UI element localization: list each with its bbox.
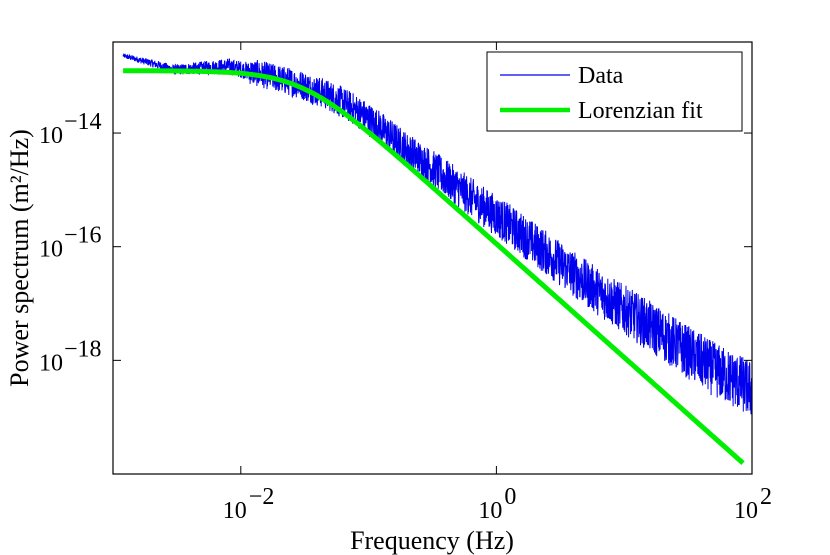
x-tick-label: 10 xyxy=(734,498,758,524)
x-tick-label-exponent: 0 xyxy=(504,484,516,510)
y-tick-label-exponent: −14 xyxy=(64,109,102,135)
plot-area-frame xyxy=(112,41,753,475)
legend-label-lorenzian-fit: Lorenzian fit xyxy=(578,98,703,124)
x-axis-label: Frequency (Hz) xyxy=(350,526,514,555)
legend-box xyxy=(486,51,743,132)
x-tick-label: 10 xyxy=(478,498,502,524)
series-lorenzian-fit-line xyxy=(122,68,745,465)
x-tick-label: 10 xyxy=(223,498,247,524)
legend: Data Lorenzian fit xyxy=(486,51,743,132)
y-tick-label: 10 xyxy=(39,237,63,263)
x-tick-label-exponent: −2 xyxy=(249,484,275,510)
series-data-line xyxy=(122,53,753,415)
y-tick-label-exponent: −18 xyxy=(64,336,102,362)
y-tick-label: 10 xyxy=(39,350,63,376)
y-tick-label-exponent: −16 xyxy=(64,223,102,249)
y-axis-label: Power spectrum (m²/Hz) xyxy=(5,129,34,387)
x-tick-label-exponent: 2 xyxy=(760,484,772,510)
legend-label-data: Data xyxy=(578,63,624,89)
y-tick-label: 10 xyxy=(39,123,63,149)
series-layer xyxy=(122,53,753,465)
